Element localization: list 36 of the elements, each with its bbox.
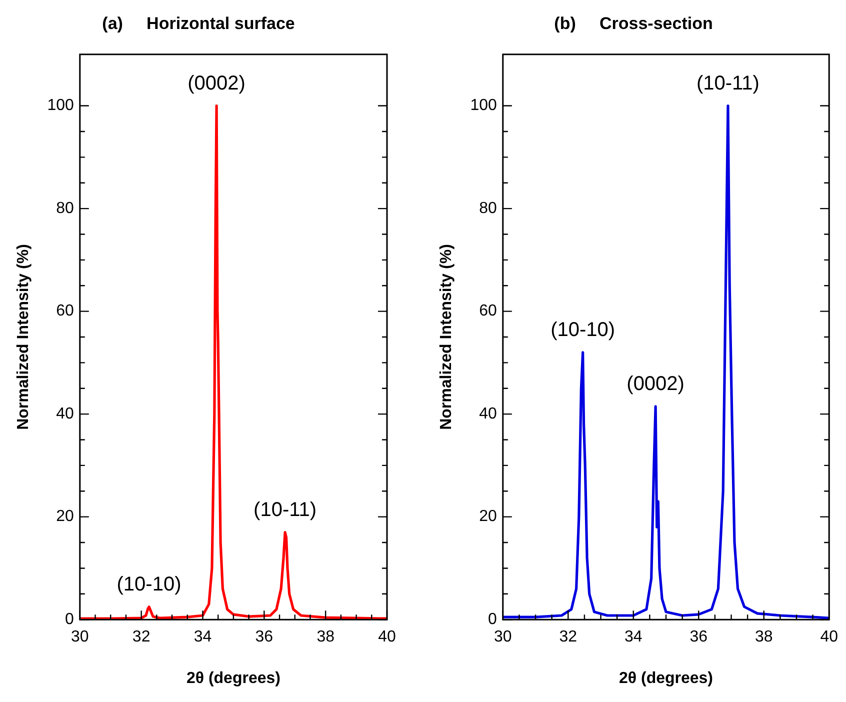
x-tick-label: 36 [690, 628, 708, 646]
y-tick-label: 80 [479, 200, 497, 217]
y-tick-label: 20 [56, 508, 74, 526]
y-tick-label: 40 [479, 405, 497, 422]
x-tick-label: 30 [494, 628, 512, 646]
x-tick-label: 30 [70, 628, 89, 646]
annotation: (10-10) [116, 573, 182, 596]
y-axis-title: Normalized Intensity (%) [438, 244, 456, 430]
chart-title: (a) Horizontal surface [102, 14, 295, 33]
y-tick-label: 20 [479, 508, 497, 526]
x-tick-label: 40 [820, 628, 838, 646]
y-tick-label: 60 [56, 302, 74, 320]
y-tick-label: 100 [470, 97, 497, 114]
x-tick-label: 34 [624, 628, 642, 646]
annotation: (10-11) [254, 498, 317, 521]
x-tick-label: 38 [754, 628, 773, 646]
x-tick-label: 34 [194, 628, 212, 646]
y-tick-label: 100 [47, 97, 74, 114]
y-tick-label: 0 [488, 611, 497, 628]
x-tick-label: 32 [559, 628, 578, 646]
annotation: (10-11) [696, 72, 760, 94]
y-tick-label: 0 [64, 611, 74, 628]
annotation: (0002) [626, 372, 684, 395]
x-tick-label: 38 [316, 628, 335, 646]
x-tick-label: 36 [255, 628, 274, 646]
chart-title: (b) Cross-section [554, 14, 713, 33]
y-tick-label: 40 [56, 405, 74, 422]
y-tick-label: 60 [479, 302, 497, 320]
x-axis-title: 2θ (degrees) [618, 670, 714, 687]
annotation: (0002) [188, 72, 246, 94]
annotation: (10-10) [550, 318, 616, 341]
y-tick-label: 80 [56, 200, 74, 217]
x-tick-label: 32 [132, 628, 150, 646]
x-tick-label: 40 [378, 628, 396, 646]
x-axis-title: 2θ (degrees) [186, 670, 280, 687]
y-axis-title: Normalized Intensity (%) [15, 244, 32, 430]
